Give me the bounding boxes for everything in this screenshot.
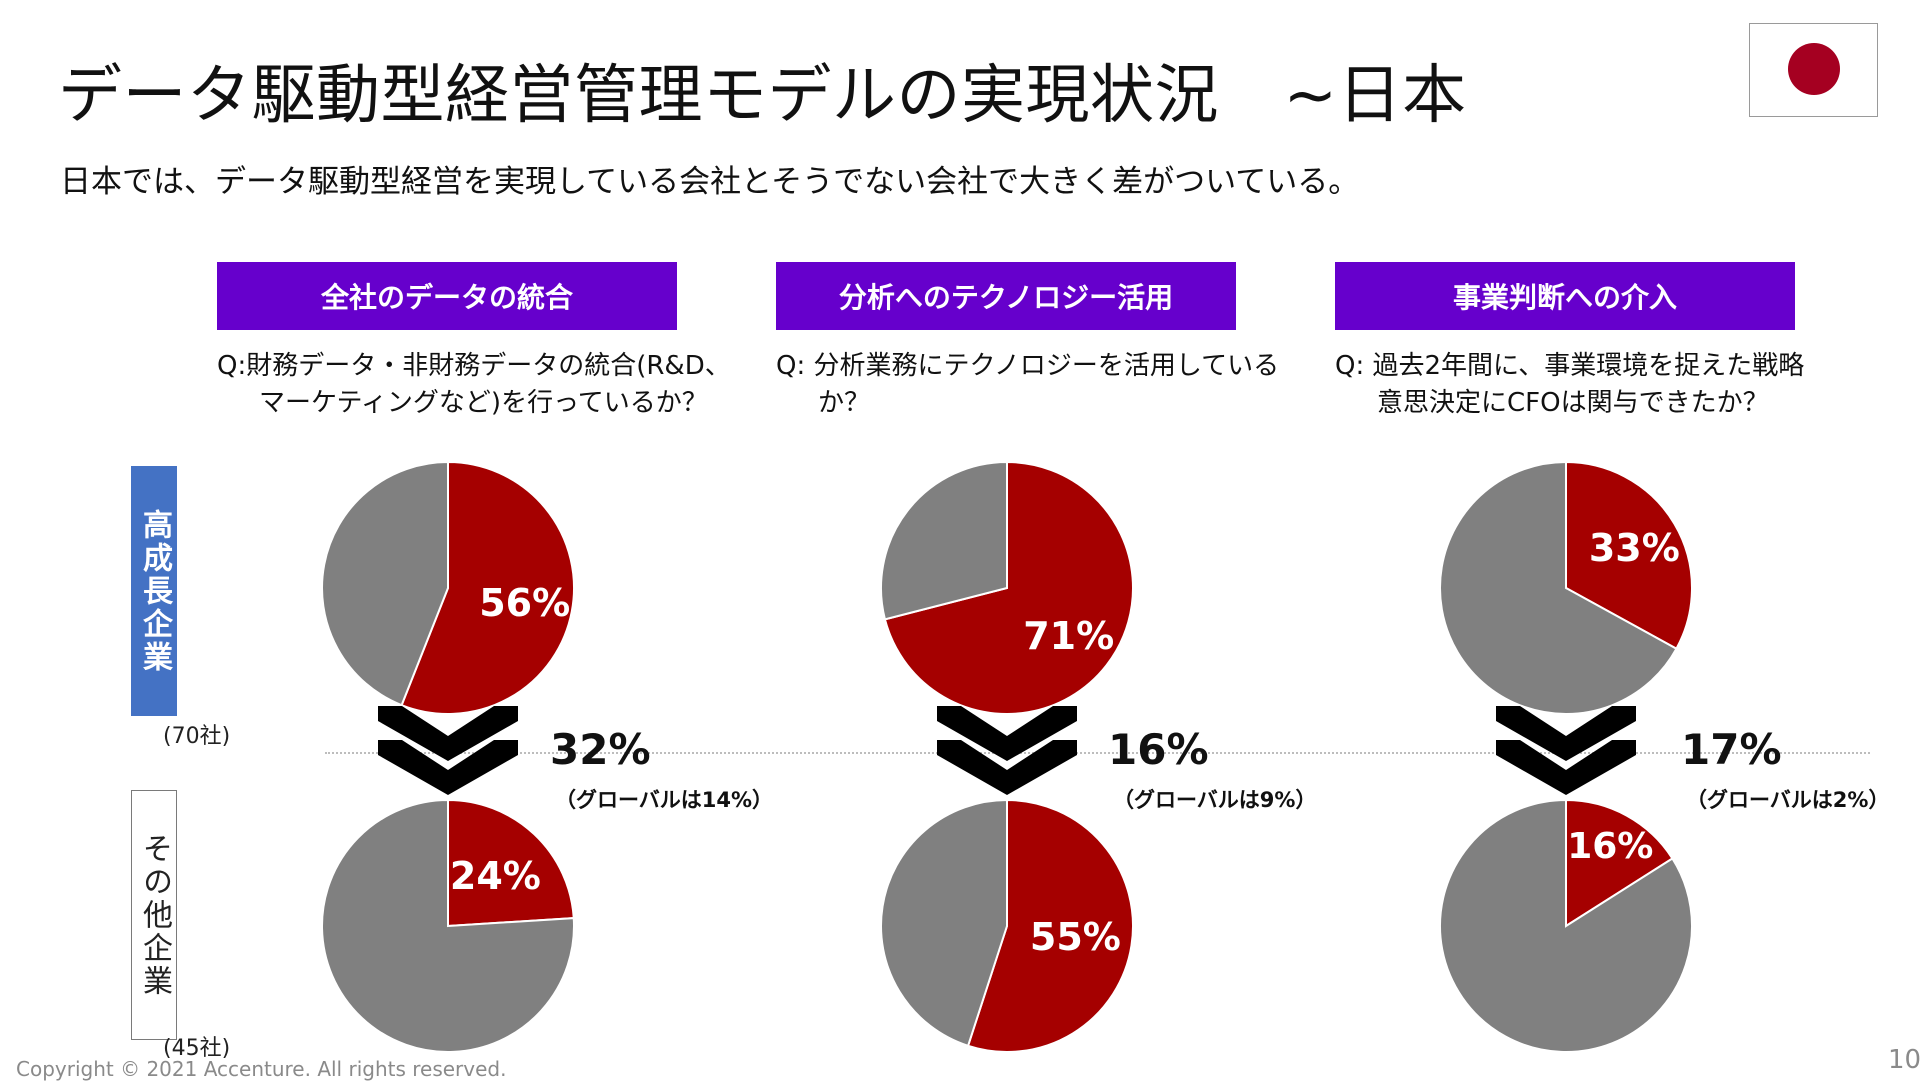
gap-value-technology-use: 16% xyxy=(1108,725,1209,774)
flag-disc xyxy=(1788,43,1840,95)
pie-data-label: 33% xyxy=(1589,526,1680,570)
question-data-integration: Q:財務データ・非財務データの統合(R&D、 マーケティングなど)を行っているか… xyxy=(217,348,731,422)
chevron-down-icon xyxy=(378,740,518,795)
pie-slice-rest xyxy=(1439,460,1678,715)
pie-data-label: 56% xyxy=(479,581,570,625)
pie-slice-highlight xyxy=(883,460,1134,715)
question-line: Q:財務データ・非財務データの統合(R&D、 xyxy=(217,351,731,381)
gap-value-business-decision: 17% xyxy=(1681,725,1782,774)
row-label-high-growth-text: 高成長企業 xyxy=(137,508,172,674)
pie-slice-rest xyxy=(880,798,1008,1048)
question-line: Q: 分析業務にテクノロジーを活用している xyxy=(776,351,1280,381)
pie-slice-rest xyxy=(880,460,1008,621)
chevron-down-icon xyxy=(937,706,1077,761)
pie-slice-rest xyxy=(1439,798,1693,1053)
question-line: Q: 過去2年間に、事業環境を捉えた戦略 xyxy=(1335,351,1805,381)
japan-flag-icon xyxy=(1749,23,1878,117)
question-line: 意思決定にCFOは関与できたか？ xyxy=(1377,388,1769,418)
global-note-data-integration: （グローバルは14%） xyxy=(555,788,774,812)
pie-data-label: 16% xyxy=(1567,826,1653,867)
chevron-down-icon xyxy=(1496,740,1636,795)
row-label-high-growth: 高成長企業 xyxy=(131,466,177,716)
pie-slice-highlight xyxy=(400,460,575,715)
global-note-technology-use: （グローバルは9%） xyxy=(1113,788,1317,812)
page-number: 10 xyxy=(1888,1045,1920,1075)
section-header-business-decision: 事業判断への介入 xyxy=(1335,262,1795,330)
question-line: か？ xyxy=(818,388,871,418)
global-note-business-decision: （グローバルは2%） xyxy=(1686,788,1890,812)
question-line: マーケティングなど)を行っているか？ xyxy=(259,388,708,418)
chevron-down-icon xyxy=(937,740,1077,795)
pie-data-label: 24% xyxy=(450,854,541,898)
page-subtitle: 日本では、データ駆動型経営を実現している会社とそうでない会社で大きく差がついてい… xyxy=(60,164,1360,200)
chevron-down-icon xyxy=(378,706,518,761)
row-label-other: その他企業 xyxy=(131,790,177,1040)
gap-value-data-integration: 32% xyxy=(550,725,651,774)
row-label-other-text: その他企業 xyxy=(137,832,172,998)
page-title: データ駆動型経営管理モデルの実現状況 ~日本 xyxy=(58,59,1467,133)
company-count-high-growth: (70社) xyxy=(163,724,231,749)
pie-data-label: 71% xyxy=(1023,614,1114,658)
pie-slice-highlight xyxy=(1565,798,1674,928)
chevron-down-icon xyxy=(1496,706,1636,761)
row-divider xyxy=(325,752,1870,754)
section-header-technology-use: 分析へのテクノロジー活用 xyxy=(776,262,1236,330)
pie-slice-highlight xyxy=(447,798,575,928)
pie-slice-highlight xyxy=(1565,460,1693,651)
pie-slice-highlight xyxy=(966,798,1134,1053)
company-count-other: (45社) xyxy=(163,1036,231,1061)
pie-slice-rest xyxy=(321,460,449,707)
section-header-data-integration: 全社のデータの統合 xyxy=(217,262,677,330)
question-technology-use: Q: 分析業務にテクノロジーを活用している か？ xyxy=(776,348,1280,422)
pie-data-label: 55% xyxy=(1030,915,1121,959)
question-business-decision: Q: 過去2年間に、事業環境を捉えた戦略 意思決定にCFOは関与できたか？ xyxy=(1335,348,1835,422)
copyright-notice: Copyright © 2021 Accenture. All rights r… xyxy=(16,1057,507,1081)
pie-slice-rest xyxy=(321,798,575,1053)
